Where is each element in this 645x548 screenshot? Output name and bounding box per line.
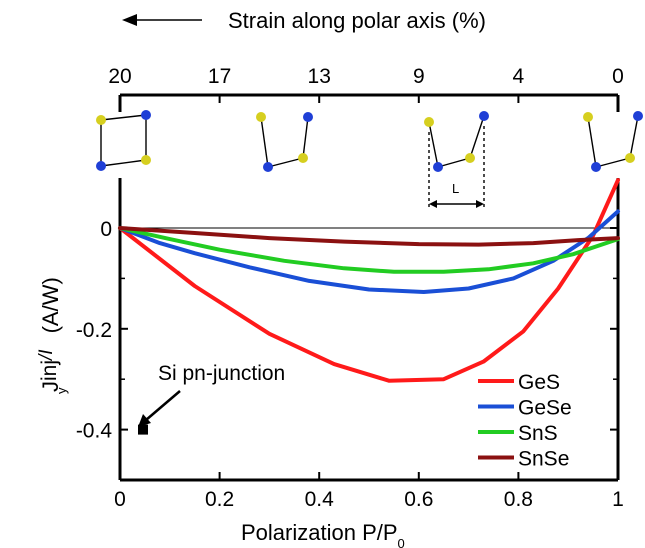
legend-label-snse: SnSe [518, 448, 569, 471]
top-tick-label: 13 [308, 65, 331, 88]
series-line-gese [118, 209, 620, 294]
structure-icon-2 [256, 112, 313, 172]
svg-text:Jinj/I(A/W): Jinj/I (A/W) [36, 277, 63, 392]
structure-icons: L [96, 110, 643, 210]
top-tick-label: 0 [612, 65, 624, 88]
structure-icon-1 [96, 110, 151, 171]
si-pn-junction-arrowhead [138, 414, 151, 427]
top-ticks: 20 17 13 9 4 0 [108, 65, 624, 103]
series-line-ges [118, 178, 620, 383]
y-axis-title-div: /I [36, 349, 57, 362]
y-tick-label: -0.4 [76, 420, 113, 443]
atom-blue [263, 162, 273, 172]
legend-label-gese: GeSe [518, 397, 572, 420]
x-ticks: 0 0.2 0.4 0.6 0.8 1 [114, 472, 624, 511]
si-pn-junction-label: Si pn-junction [158, 362, 285, 385]
x-tick-label: 0 [114, 488, 126, 511]
x-axis-title: Polarization P/P0 [241, 520, 405, 548]
structure-icon-4 [583, 111, 643, 172]
series-line-sns [118, 226, 620, 274]
top-tick-label: 17 [208, 65, 231, 88]
si-pn-junction-annotation: Si pn-junction [138, 362, 285, 435]
atom-blue [433, 162, 443, 172]
top-axis: Strain along polar axis (%) 20 17 13 9 4 0 [108, 8, 624, 103]
atom-blue [591, 162, 601, 172]
top-tick-label: 9 [413, 65, 425, 88]
atom-yellow [141, 155, 151, 165]
atom-yellow [256, 112, 266, 122]
y-tick-label: -0.2 [76, 319, 112, 342]
y-axis-title: Jinj/I (A/W) y [36, 277, 69, 394]
atom-blue [96, 161, 106, 171]
y-axis-title-sub: inj [38, 360, 61, 381]
top-axis-title: Strain along polar axis (%) [228, 8, 486, 33]
structure-dimension-label: L [452, 181, 459, 196]
atom-blue [141, 110, 151, 120]
atom-yellow [583, 112, 593, 122]
legend-label-ges: GeS [518, 371, 560, 394]
atom-yellow [424, 117, 434, 127]
atom-blue [303, 112, 313, 122]
y-ticks: 0 -0.2 -0.4 [76, 218, 618, 443]
top-axis-arrow-head [122, 14, 137, 26]
y-axis-title-main: J [38, 381, 63, 392]
x-tick-label: 0.2 [205, 488, 234, 511]
x-tick-label: 1 [612, 488, 624, 511]
x-tick-label: 0.6 [404, 488, 433, 511]
legend-label-sns: SnS [518, 422, 558, 445]
x-tick-label: 0.4 [305, 488, 335, 511]
structure-icon-3 [424, 111, 489, 210]
si-pn-junction-arrow [145, 390, 181, 421]
x-tick-label: 0.8 [504, 488, 533, 511]
top-tick-label: 4 [513, 65, 525, 88]
atom-blue [479, 111, 489, 121]
y-tick-label: 0 [100, 218, 112, 241]
atom-yellow [625, 153, 635, 163]
atom-blue [633, 111, 643, 121]
si-pn-junction-marker [138, 424, 148, 435]
top-tick-label: 20 [108, 65, 131, 88]
atom-yellow [96, 115, 106, 125]
atom-yellow [465, 153, 475, 163]
y-axis-title-sup: y [54, 387, 69, 394]
y-axis-title-unit: (A/W) [38, 277, 63, 333]
series-lines [118, 178, 620, 383]
series-line-snse [118, 226, 620, 247]
atom-yellow [298, 153, 308, 163]
